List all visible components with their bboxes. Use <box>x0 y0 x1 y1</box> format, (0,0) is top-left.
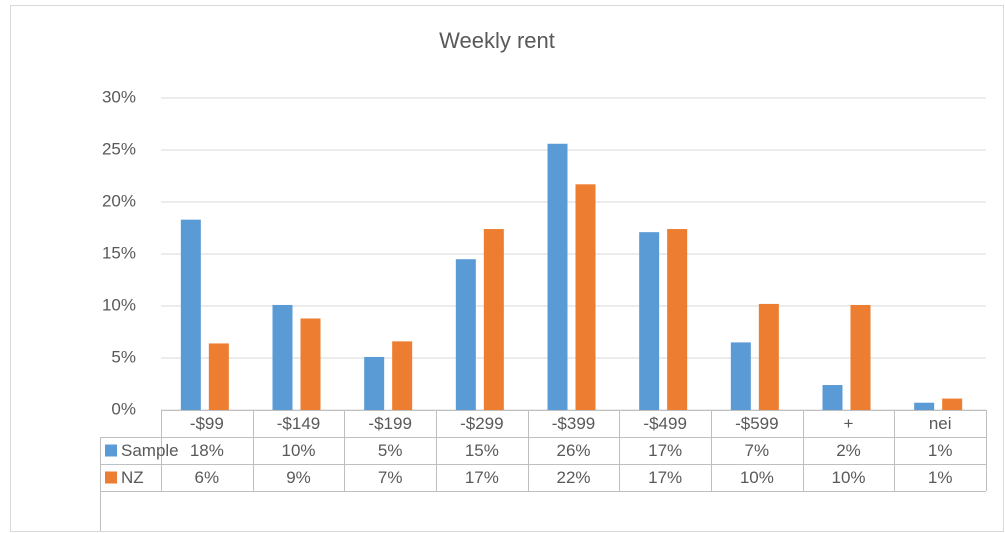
table-cell: 7% <box>378 468 403 487</box>
table-cell: 18% <box>190 441 224 460</box>
bar <box>364 356 385 410</box>
y-tick-label: 10% <box>102 295 136 314</box>
x-tick-label: -$499 <box>643 414 686 433</box>
bar <box>822 385 843 410</box>
table-cell: 10% <box>281 441 315 460</box>
y-tick-label: 20% <box>102 191 136 210</box>
x-tick-label: -$149 <box>277 414 320 433</box>
legend-label: Sample <box>121 441 179 460</box>
bar <box>639 232 660 410</box>
bar <box>392 341 413 410</box>
table-cell: 2% <box>836 441 861 460</box>
bar <box>455 259 476 410</box>
bar <box>730 342 751 410</box>
bar <box>914 402 935 410</box>
x-tick-label: -$199 <box>368 414 411 433</box>
legend-key <box>105 471 117 484</box>
chart-border <box>10 5 1004 532</box>
table-cell: 17% <box>648 468 682 487</box>
bar <box>208 343 229 410</box>
bar <box>547 143 568 410</box>
bar <box>758 303 779 410</box>
y-tick-label: 15% <box>102 243 136 262</box>
y-tick-label: 25% <box>102 139 136 158</box>
x-tick-label: -$599 <box>735 414 778 433</box>
table-cell: 26% <box>556 441 590 460</box>
table-cell: 5% <box>378 441 403 460</box>
table-cell: 10% <box>831 468 865 487</box>
table-cell: 22% <box>556 468 590 487</box>
x-tick-label: + <box>844 414 854 433</box>
table-cell: 17% <box>648 441 682 460</box>
table-cell: 15% <box>465 441 499 460</box>
bar <box>483 229 504 410</box>
y-tick-label: 0% <box>111 399 136 418</box>
table-cell: 1% <box>928 441 953 460</box>
table-cell: 10% <box>740 468 774 487</box>
legend-key <box>105 444 117 457</box>
x-tick-label: -$99 <box>190 414 224 433</box>
bar <box>667 229 688 410</box>
bar <box>180 219 201 410</box>
table-cell: 17% <box>465 468 499 487</box>
bar <box>575 184 596 410</box>
bar <box>942 398 963 410</box>
legend-label: NZ <box>121 468 144 487</box>
y-tick-label: 30% <box>102 87 136 106</box>
bar <box>850 304 871 410</box>
bar <box>272 304 293 410</box>
y-tick-label: 5% <box>111 347 136 366</box>
x-tick-label: -$399 <box>552 414 595 433</box>
chart-title: Weekly rent <box>439 28 555 53</box>
x-tick-label: -$299 <box>460 414 503 433</box>
table-cell: 7% <box>745 441 770 460</box>
bar <box>300 318 321 410</box>
x-tick-label: nei <box>929 414 952 433</box>
table-cell: 1% <box>928 468 953 487</box>
table-cell: 6% <box>195 468 220 487</box>
table-cell: 9% <box>286 468 311 487</box>
